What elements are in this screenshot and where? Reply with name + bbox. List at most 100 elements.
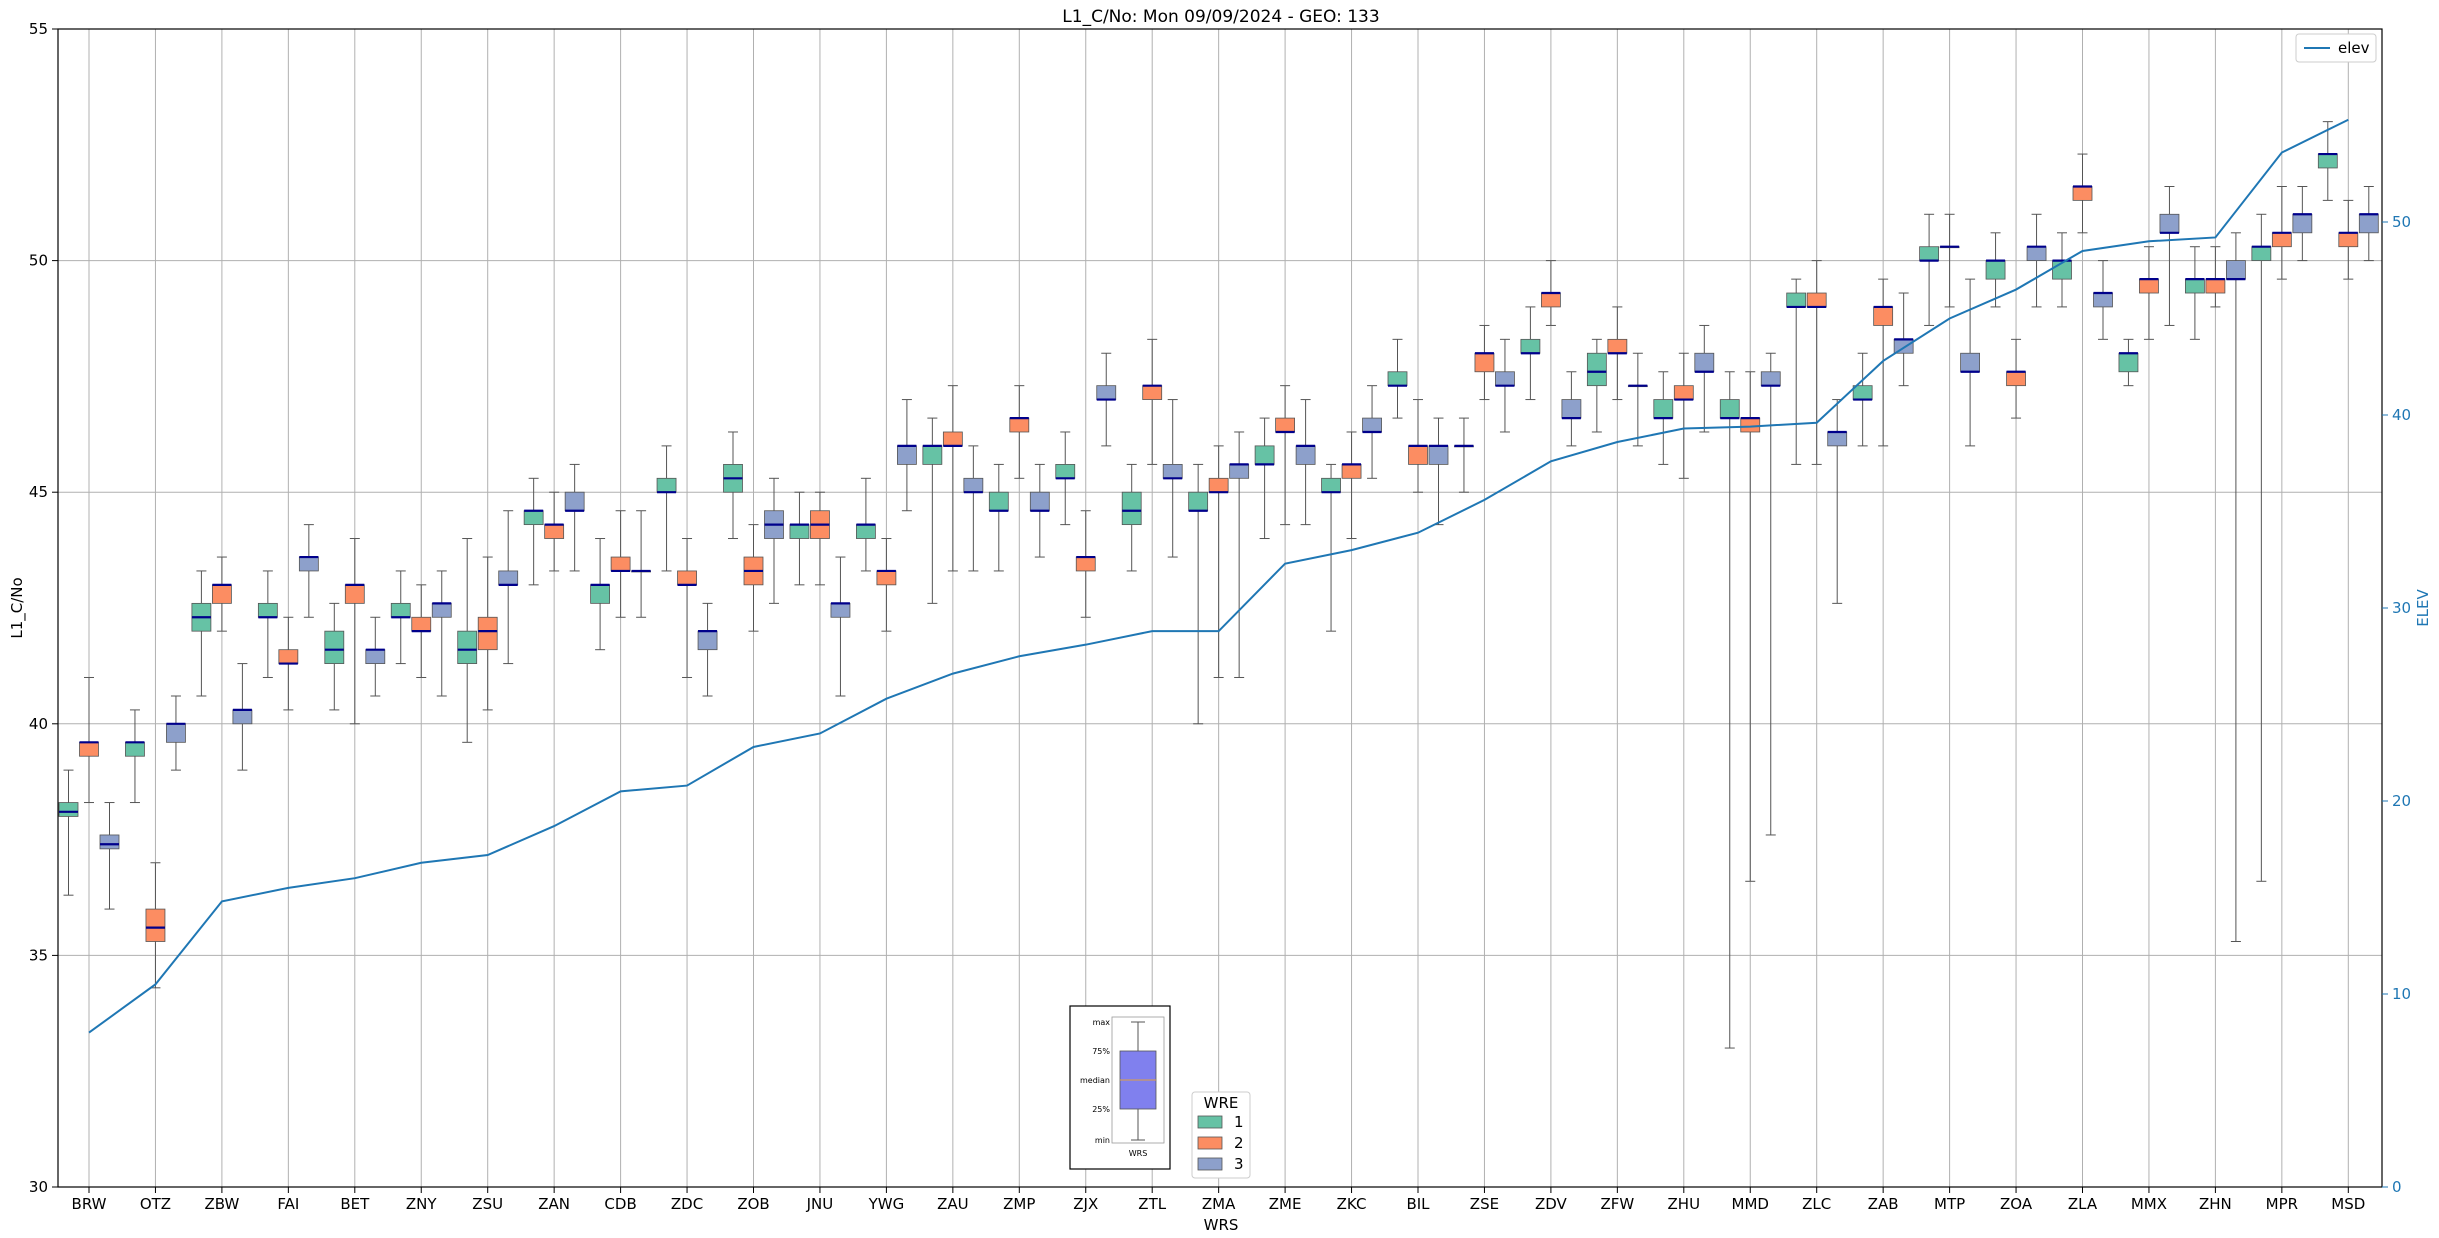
x-tick-label: ZLC (1802, 1195, 1831, 1213)
box-body (2251, 246, 2272, 261)
box-bil-wre3 (1428, 417, 1449, 526)
wre-legend-label-2: 2 (1234, 1134, 1244, 1152)
box-ywg-wre3 (897, 399, 917, 512)
box-body (1408, 445, 1428, 465)
x-axis-label: WRS (1204, 1216, 1239, 1234)
box-zkc-wre2 (1341, 431, 1362, 540)
x-tick-label: FAI (277, 1195, 299, 1213)
wre-legend-title: WRE (1204, 1094, 1239, 1112)
box-ztl-wre2 (1142, 338, 1163, 465)
box-body (2317, 153, 2338, 169)
box-body (1121, 491, 1142, 526)
box-cdb-wre1 (590, 538, 610, 651)
box-zfw-wre1 (1586, 338, 1607, 433)
box-ztl-wre3 (1162, 399, 1183, 558)
box-zdv-wre3 (1561, 371, 1582, 447)
box-body (1188, 491, 1209, 512)
box-body (1321, 477, 1341, 493)
x-tick-label: ZKC (1337, 1195, 1367, 1213)
box-body (298, 556, 319, 572)
inset-key-max: max (1093, 1018, 1111, 1027)
box-zhn-wre1 (2184, 246, 2205, 340)
box-body (2205, 278, 2226, 294)
wre-legend-swatch-3 (1197, 1157, 1223, 1171)
elev-layer (88, 118, 2349, 1034)
x-tick-label: ZAN (538, 1195, 570, 1213)
box-zab-wre1 (1852, 352, 1873, 447)
box-zbw-wre3 (232, 663, 253, 771)
y-right-tick-label: 10 (2392, 985, 2411, 1003)
x-tick-label: ZJX (1073, 1195, 1098, 1213)
box-body (1586, 352, 1607, 387)
box-brw-wre3 (99, 802, 120, 910)
box-zmp-wre3 (1029, 463, 1050, 558)
box-body (1387, 371, 1408, 387)
box-body (1520, 338, 1541, 354)
box-zse-wre1 (1454, 417, 1474, 493)
box-zhn-wre2 (2205, 246, 2226, 308)
box-msd-wre3 (2358, 185, 2379, 262)
box-fai-wre3 (298, 524, 319, 618)
box-zbw-wre2 (211, 556, 232, 632)
box-body (344, 584, 365, 604)
box-body (79, 741, 99, 757)
x-tick-label: BET (340, 1195, 370, 1213)
y-right-tick-label: 0 (2392, 1178, 2402, 1196)
inset-key-median-label: median (1080, 1076, 1110, 1085)
box-zlc-wre2 (1806, 260, 1827, 465)
box-body (457, 630, 478, 664)
y-tick-label: 55 (29, 20, 48, 38)
box-body (211, 584, 232, 604)
y-tick-label: 50 (29, 252, 48, 270)
y-right-tick-label: 50 (2392, 213, 2411, 231)
inset-key-plot (1111, 1016, 1165, 1144)
box-body (697, 630, 718, 651)
box-body (1786, 292, 1807, 308)
box-body (1075, 556, 1096, 572)
x-tick-label: CDB (604, 1195, 636, 1213)
box-body (1740, 417, 1761, 433)
box-body (1029, 491, 1050, 512)
x-tick-label: ZFW (1600, 1195, 1634, 1213)
box-zla-wre2 (2072, 153, 2093, 234)
box-mpr-wre3 (2292, 185, 2313, 262)
box-zjx-wre2 (1075, 510, 1096, 618)
y-axis-label: L1_C/No (8, 577, 27, 638)
box-bil-wre1 (1387, 338, 1408, 419)
box-body (2292, 213, 2313, 234)
box-zma-wre2 (1208, 445, 1229, 678)
box-zob-wre2 (743, 524, 764, 632)
box-body (1341, 464, 1362, 479)
wre-legend-swatch-2 (1197, 1136, 1223, 1150)
box-body (1275, 417, 1295, 433)
box-zlc-wre3 (1827, 399, 1848, 604)
box-body (1541, 292, 1561, 308)
box-body (564, 491, 585, 512)
box-bet-wre2 (344, 538, 365, 725)
box-body (498, 570, 519, 586)
box-body (942, 431, 963, 447)
x-tick-label: ZBW (204, 1195, 239, 1213)
box-body (324, 630, 345, 664)
box-body (1827, 431, 1848, 447)
box-body (2026, 246, 2047, 261)
box-body (610, 556, 631, 572)
box-zla-wre3 (2093, 260, 2113, 340)
box-body (1694, 352, 1715, 373)
box-zau-wre2 (942, 385, 963, 572)
x-tick-label: MMD (1732, 1195, 1769, 1213)
box-layer (58, 121, 2379, 1049)
box-body (2358, 213, 2379, 234)
box-body (477, 616, 498, 651)
x-tick-label: ZMP (1003, 1195, 1035, 1213)
box-body (1561, 399, 1582, 419)
x-tick-label: ZDC (671, 1195, 703, 1213)
box-zse-wre2 (1474, 324, 1495, 401)
box-body (1096, 385, 1117, 400)
box-body (830, 602, 851, 618)
box-mtp-wre2 (1939, 213, 1960, 308)
box-body (1607, 338, 1628, 354)
box-body (125, 741, 145, 757)
box-body (1653, 399, 1674, 419)
